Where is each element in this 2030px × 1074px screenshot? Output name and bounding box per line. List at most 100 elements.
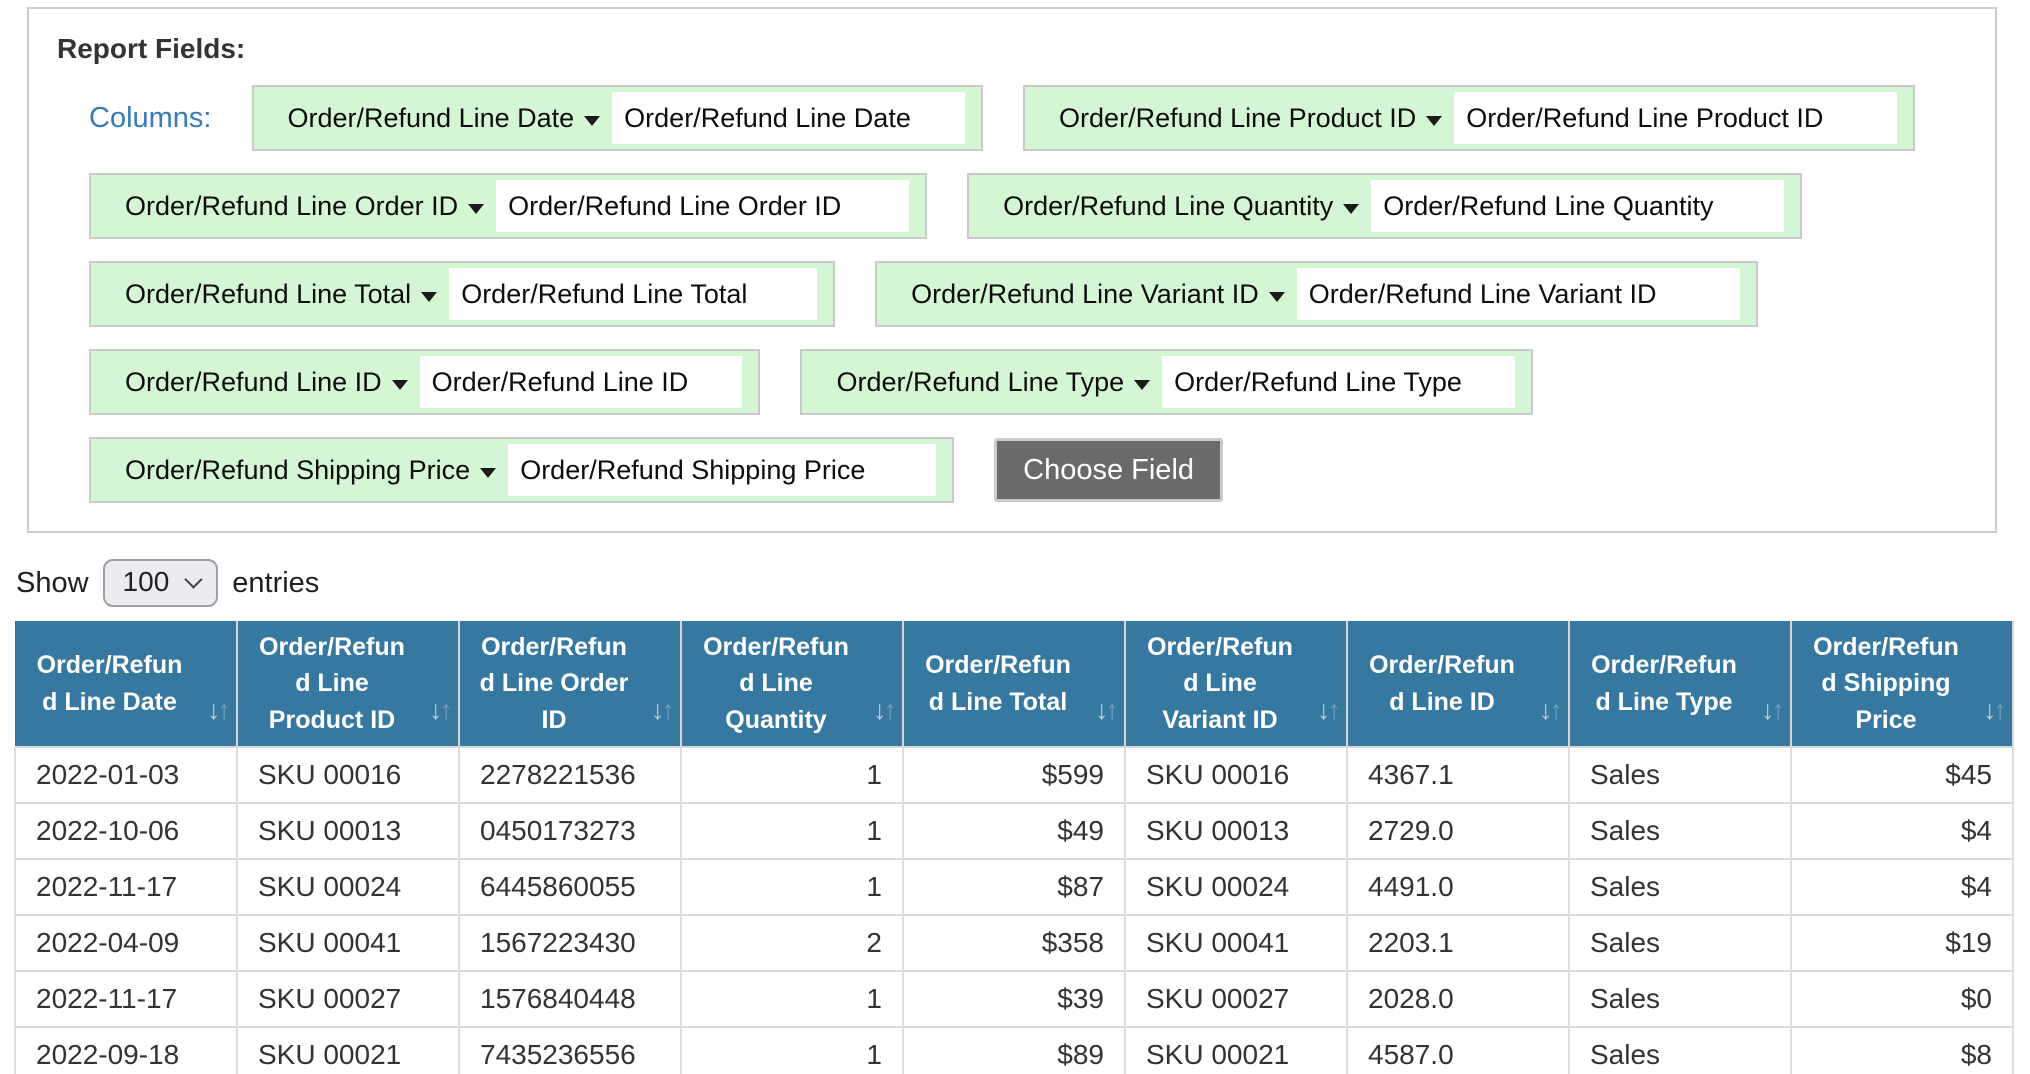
table-cell: $19 <box>1791 914 2014 971</box>
table-cell: SKU 00041 <box>237 914 460 971</box>
field-chip[interactable]: Order/Refund Line Type <box>800 349 1534 415</box>
table-row: 2022-04-09 SKU 00041 1567223430 2 $358 SKU 00… <box>14 914 2014 971</box>
table-row: 2022-09-18 SKU 00021 7435236556 1 $89 SKU 000… <box>14 1026 2014 1074</box>
field-chip[interactable]: Order/Refund Line Date <box>251 85 984 151</box>
field-name-input[interactable] <box>419 356 743 408</box>
column-header-label: Order/Refund Line ID <box>1369 651 1515 716</box>
table-row: 2022-10-06 SKU 00013 0450173273 1 $49 SKU 000… <box>14 802 2014 859</box>
table-cell: 2028.0 <box>1347 970 1570 1027</box>
field-chip[interactable]: Order/Refund Line Quantity <box>967 173 1803 239</box>
table-cell: Sales <box>1569 858 1792 915</box>
field-name-input[interactable] <box>508 444 937 496</box>
field-name-input[interactable] <box>1296 268 1740 320</box>
report-table: Order/Refund Line Date ↓↑ Order/Refund L… <box>14 621 2014 1074</box>
field-name-input[interactable] <box>496 180 910 232</box>
sort-down-arrow-icon: ↓ <box>651 694 664 725</box>
entries-select[interactable]: 100 <box>102 559 219 607</box>
chevron-down-icon <box>584 116 601 126</box>
sort-down-arrow-icon: ↓ <box>1317 694 1330 725</box>
field-chip[interactable]: Order/Refund Shipping Price <box>89 437 955 503</box>
table-cell: 1576840448 <box>459 970 682 1027</box>
table-cell: SKU 00021 <box>1125 1026 1348 1074</box>
sort-icon: ↓↑ <box>1539 691 1563 730</box>
column-header[interactable]: Order/Refund Line Type ↓↑ <box>1569 621 1792 747</box>
sort-down-arrow-icon: ↓ <box>1539 694 1552 725</box>
table-cell: SKU 00027 <box>1125 970 1348 1027</box>
field-chip[interactable]: Order/Refund Line Total <box>89 261 836 327</box>
field-chip-label[interactable]: Order/Refund Line Variant ID <box>911 278 1259 309</box>
field-chip-label[interactable]: Order/Refund Line Order ID <box>125 190 459 221</box>
column-header[interactable]: Order/Refund Line Variant ID ↓↑ <box>1125 621 1348 747</box>
column-header-label: Order/Refund Line Quantity <box>703 633 849 734</box>
table-cell: 1 <box>681 970 904 1027</box>
column-header[interactable]: Order/Refund Line Total ↓↑ <box>903 621 1126 747</box>
table-cell: Sales <box>1569 914 1792 971</box>
entries-label: entries <box>232 566 320 599</box>
table-cell: 2022-11-17 <box>14 970 238 1027</box>
field-chip[interactable]: Order/Refund Line Product ID <box>1023 85 1916 151</box>
table-row: 2022-11-17 SKU 00024 6445860055 1 $87 SKU 000… <box>14 858 2014 915</box>
field-name-input[interactable] <box>612 92 966 144</box>
field-name-input[interactable] <box>1371 180 1785 232</box>
sort-up-arrow-icon: ↑ <box>883 694 897 725</box>
sort-down-arrow-icon: ↓ <box>873 694 886 725</box>
table-cell: SKU 00027 <box>237 970 460 1027</box>
show-label: Show <box>16 566 89 599</box>
column-header[interactable]: Order/Refund Line ID ↓↑ <box>1347 621 1570 747</box>
chevron-down-icon <box>1426 116 1443 126</box>
column-header[interactable]: Order/Refund Line Order ID ↓↑ <box>459 621 682 747</box>
field-chip-label[interactable]: Order/Refund Line Total <box>125 278 412 309</box>
sort-down-arrow-icon: ↓ <box>1761 694 1774 725</box>
table-cell: $87 <box>903 858 1126 915</box>
column-header[interactable]: Order/Refund Line Quantity ↓↑ <box>681 621 904 747</box>
sort-up-arrow-icon: ↑ <box>1771 694 1785 725</box>
column-header[interactable]: Order/Refund Line Date ↓↑ <box>15 621 238 747</box>
report-fields-panel: Report Fields: Columns: Order/Refund Lin… <box>27 7 1997 533</box>
column-header-label: Order/Refund Shipping Price <box>1813 633 1959 734</box>
table-cell: SKU 00016 <box>237 746 460 803</box>
column-header[interactable]: Order/Refund Line Product ID ↓↑ <box>237 621 460 747</box>
field-chip-label[interactable]: Order/Refund Line ID <box>125 366 382 397</box>
field-name-input[interactable] <box>449 268 818 320</box>
table-cell: SKU 00016 <box>1125 746 1348 803</box>
column-header-label: Order/Refund Line Product ID <box>259 633 405 734</box>
sort-icon: ↓↑ <box>1761 691 1785 730</box>
table-cell: 2022-01-03 <box>14 746 238 803</box>
chevron-down-icon <box>184 569 203 589</box>
field-name-input[interactable] <box>1454 92 1898 144</box>
sort-icon: ↓↑ <box>1317 691 1341 730</box>
sort-up-arrow-icon: ↑ <box>1549 694 1563 725</box>
choose-field-button[interactable]: Choose Field <box>994 438 1224 502</box>
table-cell: 1567223430 <box>459 914 682 971</box>
field-chip[interactable]: Order/Refund Line Variant ID <box>875 261 1758 327</box>
sort-up-arrow-icon: ↑ <box>1327 694 1341 725</box>
table-cell: $4 <box>1791 858 2014 915</box>
chevron-down-icon <box>421 292 438 302</box>
report-table-header: Order/Refund Line Date ↓↑ Order/Refund L… <box>15 621 2014 747</box>
table-cell: $0 <box>1791 970 2014 1027</box>
table-cell: $358 <box>903 914 1126 971</box>
table-cell: SKU 00013 <box>1125 802 1348 859</box>
field-chip[interactable]: Order/Refund Line Order ID <box>89 173 928 239</box>
table-cell: 1 <box>681 746 904 803</box>
field-chip-label[interactable]: Order/Refund Line Date <box>287 102 575 133</box>
field-chip-label[interactable]: Order/Refund Line Product ID <box>1059 102 1417 133</box>
column-header-label: Order/Refund Line Type <box>1591 651 1737 716</box>
entries-select-value: 100 <box>122 566 170 597</box>
table-cell: SKU 00021 <box>237 1026 460 1074</box>
field-chip-label[interactable]: Order/Refund Line Quantity <box>1003 190 1334 221</box>
table-cell: Sales <box>1569 970 1792 1027</box>
column-header-label: Order/Refund Line Order ID <box>479 633 629 734</box>
table-cell: 1 <box>681 858 904 915</box>
sort-icon: ↓↑ <box>873 691 897 730</box>
field-name-input[interactable] <box>1162 356 1516 408</box>
table-cell: Sales <box>1569 802 1792 859</box>
field-chip[interactable]: Order/Refund Line ID <box>89 349 761 415</box>
table-cell: 1 <box>681 1026 904 1074</box>
table-cell: 2 <box>681 914 904 971</box>
table-cell: 2203.1 <box>1347 914 1570 971</box>
column-header[interactable]: Order/Refund Shipping Price ↓↑ <box>1791 621 2014 747</box>
field-chip-label[interactable]: Order/Refund Line Type <box>836 366 1125 397</box>
table-cell: $39 <box>903 970 1126 1027</box>
field-chip-label[interactable]: Order/Refund Shipping Price <box>125 454 471 485</box>
